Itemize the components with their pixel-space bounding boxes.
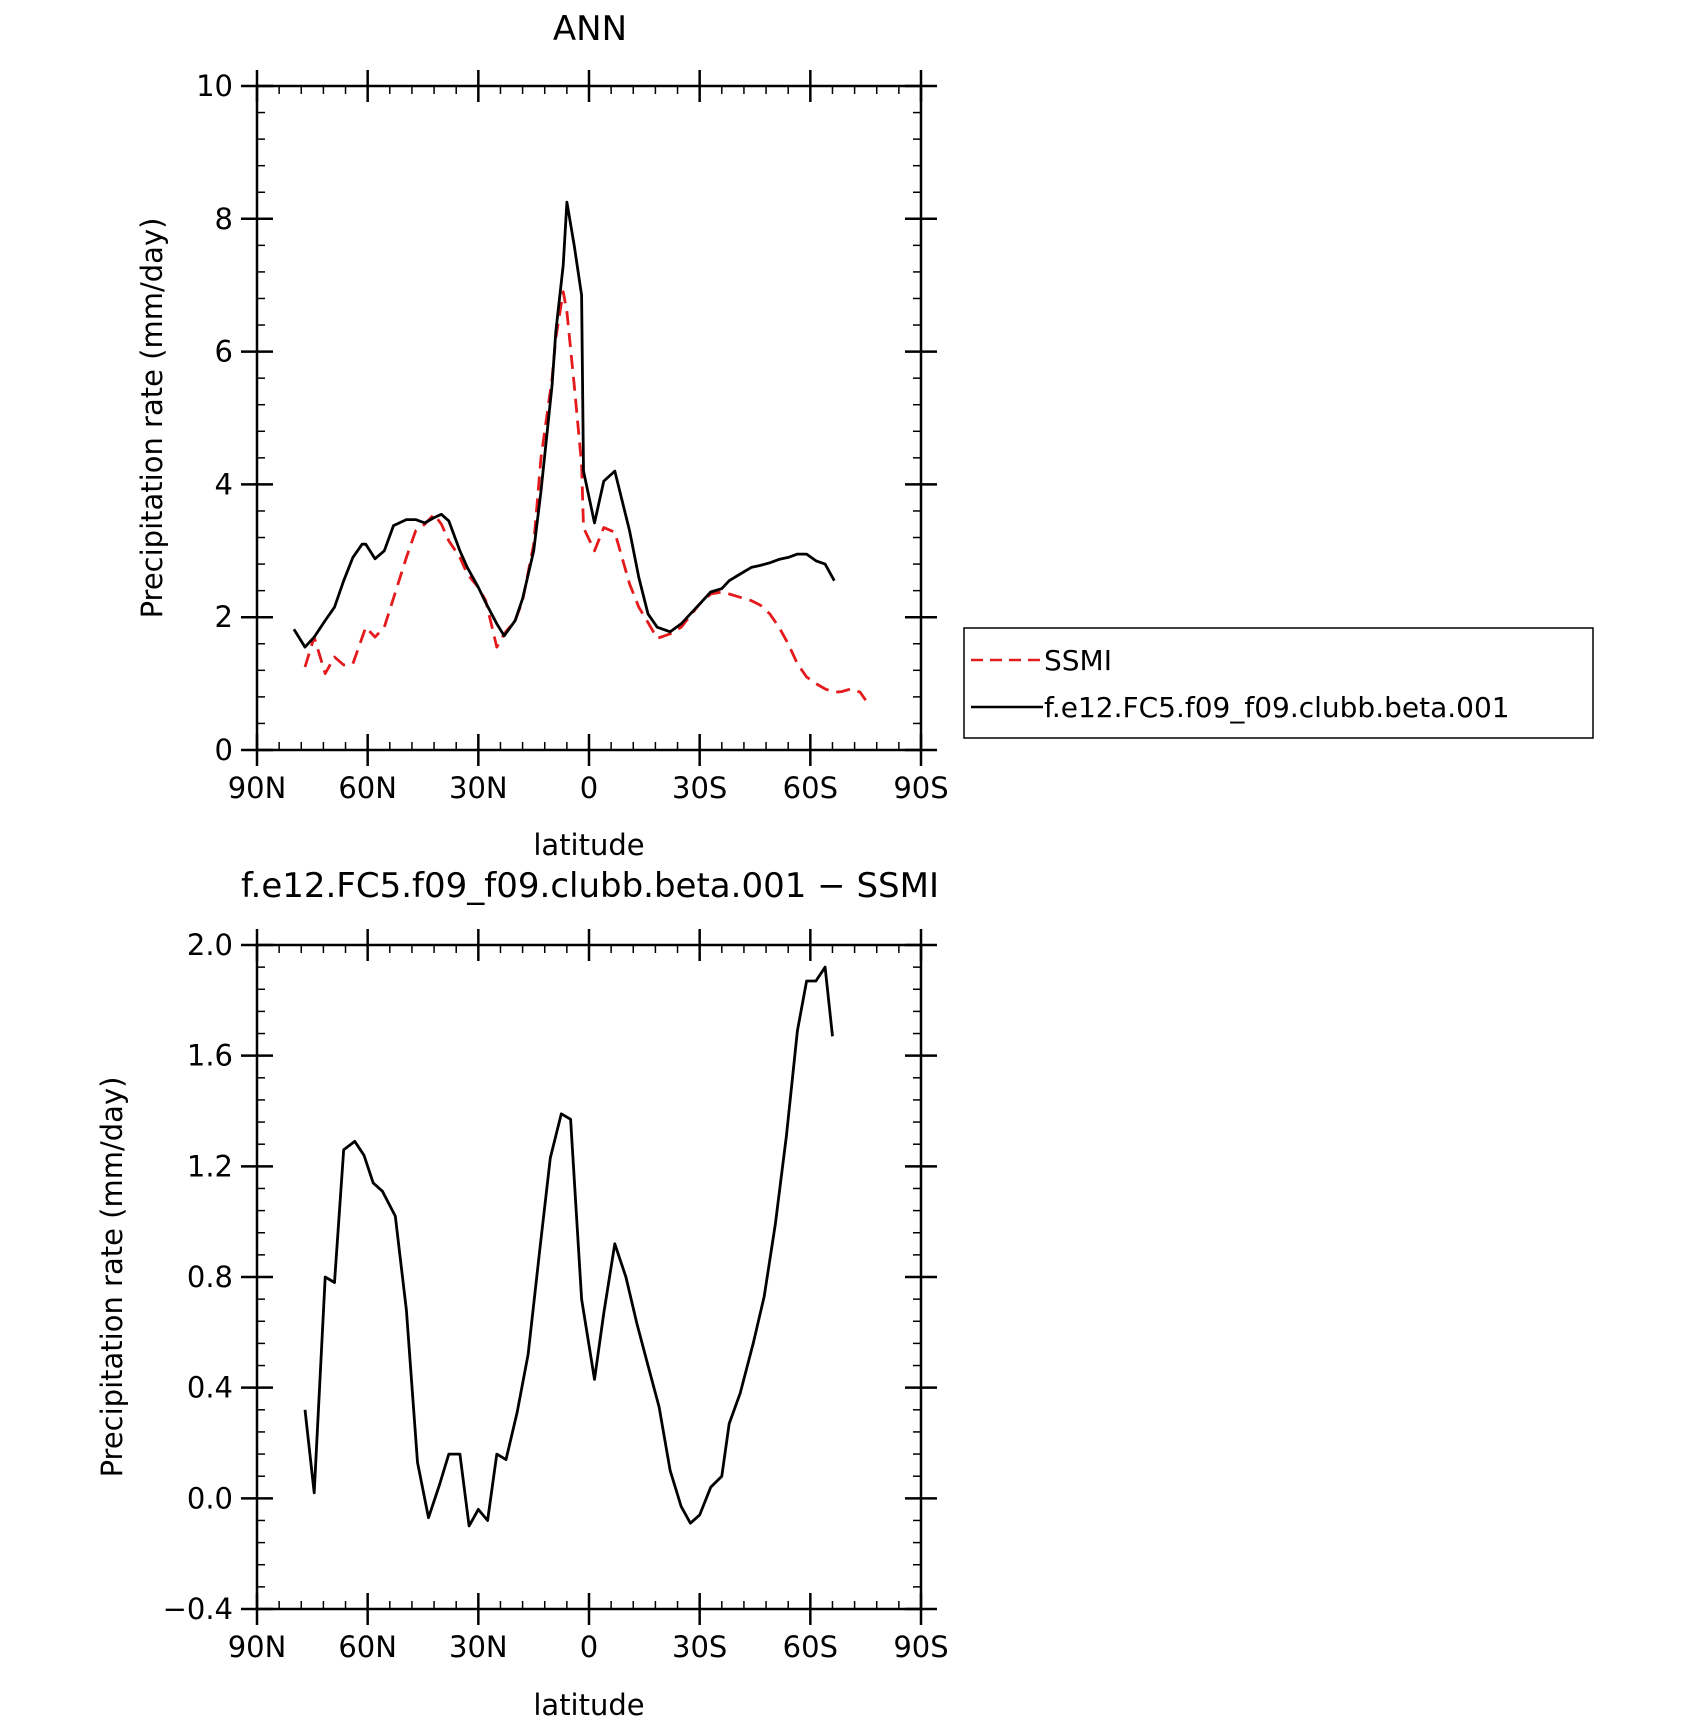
y-tick-label: 8 bbox=[215, 202, 233, 236]
x-tick-label: 30N bbox=[449, 1630, 508, 1664]
x-tick-label: 90N bbox=[228, 1630, 287, 1664]
y-axis-label: Precipitation rate (mm/day) bbox=[135, 218, 169, 619]
bottom-chart: f.e12.FC5.f09_f09.clubb.beta.001 − SSMI … bbox=[95, 866, 949, 1722]
series-line-0 bbox=[303, 290, 867, 702]
x-tick-label: 90S bbox=[893, 771, 948, 805]
x-tick-label: 60N bbox=[338, 771, 397, 805]
legend: SSMI f.e12.FC5.f09_f09.clubb.beta.001 bbox=[963, 627, 1594, 739]
y-tick-label: 10 bbox=[196, 69, 233, 103]
y-tick-label: 6 bbox=[215, 335, 233, 369]
y-tick-label: 0 bbox=[215, 733, 233, 767]
y-tick-label: 1.2 bbox=[187, 1149, 233, 1183]
legend-label-model: f.e12.FC5.f09_f09.clubb.beta.001 bbox=[1044, 691, 1510, 724]
plot-frame bbox=[255, 84, 923, 752]
y-tick-label: 0.8 bbox=[187, 1260, 233, 1294]
chart-title: f.e12.FC5.f09_f09.clubb.beta.001 − SSMI bbox=[241, 866, 939, 906]
y-tick-label: 0.4 bbox=[187, 1371, 233, 1405]
legend-label-ssmi: SSMI bbox=[1044, 644, 1112, 677]
x-tick-label: 30S bbox=[672, 771, 727, 805]
tick-labels: 90N 60N 30N 0 30S 60S 90S 0 2 4 6 8 10 bbox=[196, 69, 949, 805]
y-tick-label: 4 bbox=[215, 467, 233, 501]
series-line-1 bbox=[292, 200, 836, 649]
y-tick-label: −0.4 bbox=[163, 1592, 233, 1626]
y-axis-label: Precipitation rate (mm/day) bbox=[95, 1077, 129, 1478]
series-layer bbox=[292, 200, 867, 702]
plot-frame bbox=[255, 943, 923, 1611]
series-line-0 bbox=[303, 965, 834, 1528]
x-tick-label: 90N bbox=[228, 771, 287, 805]
legend-box bbox=[963, 627, 1594, 739]
x-axis-label: latitude bbox=[533, 1688, 644, 1722]
x-tick-label: 60S bbox=[783, 771, 838, 805]
chart-title: ANN bbox=[553, 9, 627, 49]
x-tick-label: 0 bbox=[580, 771, 598, 805]
y-tick-label: 1.6 bbox=[187, 1039, 233, 1073]
x-tick-label: 30S bbox=[672, 1630, 727, 1664]
tick-labels: 90N 60N 30N 0 30S 60S 90S −0.4 0.0 0.4 0.8 1.2 1.6 2.… bbox=[163, 928, 949, 1664]
tick-marks bbox=[241, 70, 937, 766]
x-tick-label: 0 bbox=[580, 1630, 598, 1664]
x-tick-label: 90S bbox=[893, 1630, 948, 1664]
x-tick-label: 60N bbox=[338, 1630, 397, 1664]
x-tick-label: 60S bbox=[783, 1630, 838, 1664]
y-tick-label: 2 bbox=[215, 600, 233, 634]
y-tick-label: 0.0 bbox=[187, 1481, 233, 1515]
x-tick-label: 30N bbox=[449, 771, 508, 805]
x-axis-label: latitude bbox=[533, 828, 644, 862]
y-tick-label: 2.0 bbox=[187, 928, 233, 962]
series-layer bbox=[303, 965, 834, 1528]
